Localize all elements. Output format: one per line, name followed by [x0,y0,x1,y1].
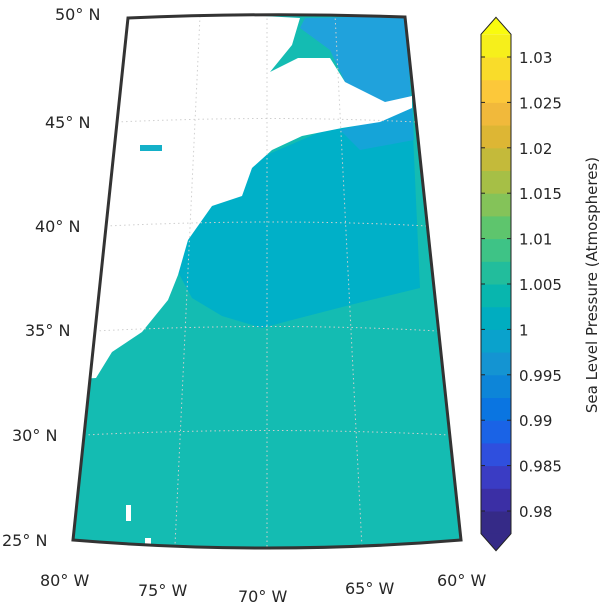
colorbar-band [481,442,511,467]
colorbar-tick-label: 1.02 [519,140,552,158]
lon-label: 60° W [437,571,486,590]
colorbar-tick-label: 0.985 [519,458,562,476]
colorbar-tick-label: 1.015 [519,185,562,203]
island [126,505,131,521]
colorbar-tick-label: 0.98 [519,503,552,521]
colorbar-band [481,34,511,58]
colorbar-tick-label: 0.995 [519,367,562,385]
island [145,538,151,546]
lat-label: 50° N [55,5,100,24]
colorbar-band [481,374,511,398]
colorbar-band [481,397,511,421]
colorbar-band [481,125,511,149]
colorbar-band [481,284,511,308]
colorbar-band [481,261,511,285]
colorbar-band [481,352,511,376]
lat-label: 25° N [2,531,47,550]
colorbar-band [481,488,511,512]
map-frame [71,13,463,550]
colorbar-tick-label: 1 [519,321,529,339]
colorbar-band [481,420,511,444]
colorbar-tick-label: 1.03 [519,49,552,67]
colorbar-under [481,533,511,551]
colorbar-label: Sea Level Pressure (Atmospheres) [583,157,601,413]
lon-label: 70° W [238,587,287,605]
colorbar-band [481,238,511,262]
colorbar-band [481,79,511,103]
colorbar: 0.98 0.985 0.99 0.995 1 1.005 1.01 1.015 1.02 1.0… [480,16,562,552]
colorbar-tick-label: 0.99 [519,412,552,430]
colorbar-band [481,57,511,81]
colorbar-band [481,147,511,171]
colorbar-band [481,306,511,330]
colorbar-band [481,170,511,194]
lat-label: 40° N [35,217,80,236]
colorbar-band [481,329,511,353]
colorbar-over [481,17,511,35]
sea-north [300,16,411,105]
colorbar-tick-label: 1.005 [519,276,562,294]
lat-label: 30° N [12,426,57,445]
colorbar-band [481,193,511,217]
lon-label: 75° W [138,581,187,600]
land [73,14,412,380]
lon-label: 65° W [345,579,394,598]
lat-label: 35° N [25,321,70,340]
colorbar-tick-label: 1.01 [519,231,552,249]
colorbar-band [481,215,511,240]
map-labels: 50° N 45° N 40° N 35° N 30° N 25° N 80° W 75° W… [2,5,486,606]
lat-label: 45° N [45,113,90,132]
lon-label: 80° W [40,571,89,590]
colorbar-band [481,511,511,535]
colorbar-band [481,102,511,126]
colorbar-outline [480,16,512,552]
colorbar-band [481,465,511,489]
sea-middle [178,112,420,328]
map-area [73,14,461,548]
colorbar-tick-label: 1.025 [519,94,562,112]
island-water [140,145,162,151]
graticule [83,14,451,548]
